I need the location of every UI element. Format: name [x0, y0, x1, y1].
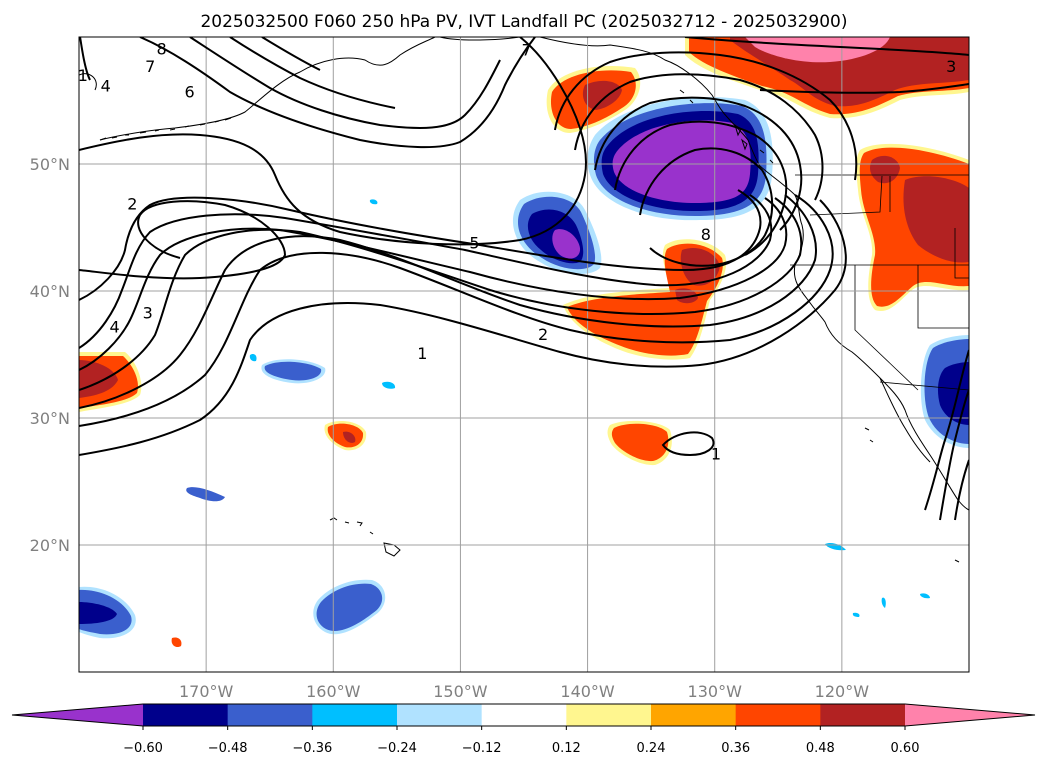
lon-tick-label: 170°W — [179, 682, 234, 701]
contour-2 — [79, 194, 834, 427]
contour-11 — [189, 37, 501, 129]
contour-9 — [79, 37, 587, 246]
hawaii — [329, 517, 401, 557]
contour-19 — [684, 37, 969, 56]
pv-anomaly-small-red-sw — [171, 637, 182, 648]
contour-label: 4 — [110, 318, 120, 337]
colorbar-tick-label: 0.48 — [806, 741, 835, 756]
colorbar-swatch — [397, 704, 483, 726]
contour-8 — [79, 200, 287, 280]
contour-label: 1 — [711, 445, 721, 464]
lat-tick-label: 30°N — [30, 409, 70, 428]
colorbar-tick-label: −0.12 — [462, 741, 502, 756]
contour-22 — [924, 349, 969, 511]
contour-16 — [594, 96, 803, 231]
contour-label: 6 — [185, 83, 195, 102]
lat-tick-label: 20°N — [30, 536, 70, 555]
lat-tick-label: 40°N — [30, 282, 70, 301]
contour-20 — [759, 83, 969, 94]
map-frame — [78, 36, 970, 673]
contour-label: 3 — [143, 304, 153, 323]
contour-6 — [79, 194, 773, 349]
lon-tick-label: 160°W — [306, 682, 361, 701]
contour-label: 8 — [157, 39, 167, 58]
colorbar-swatch — [566, 704, 652, 726]
colorbar-swatch — [143, 704, 229, 726]
contour-25 — [79, 37, 91, 81]
colorbar-swatch — [227, 704, 313, 726]
gridlines — [79, 37, 969, 672]
map-title: 2025032500 F060 250 hPa PV, IVT Landfall… — [200, 12, 847, 32]
coastlines — [79, 37, 969, 563]
contour-4 — [79, 197, 803, 391]
colorbar-tick-label: 0.36 — [721, 741, 750, 756]
contour-7 — [79, 189, 762, 301]
state-borders — [790, 175, 969, 391]
aleutian-islands — [99, 117, 232, 141]
contour-23 — [939, 389, 969, 521]
contour-label: 2 — [127, 194, 137, 213]
colorbar-swatch — [312, 704, 398, 726]
colorbar-swatch — [820, 704, 906, 726]
contour-label: 7 — [145, 57, 155, 76]
contour-24 — [954, 459, 969, 521]
mexico-islands — [864, 427, 960, 563]
contour-18 — [639, 147, 774, 267]
lon-tick-label: 130°W — [688, 682, 743, 701]
lon-tick-label: 150°W — [433, 682, 488, 701]
colorbar-tick-label: −0.48 — [208, 741, 248, 756]
contour-label: 3 — [946, 57, 956, 76]
bc-islands — [679, 89, 774, 164]
contour-label: 8 — [701, 225, 711, 244]
contour-label: 4 — [101, 76, 111, 95]
north-america-west-coast — [759, 165, 969, 511]
contour-1 — [79, 199, 847, 456]
contour-label: 2 — [50, 74, 60, 93]
contour-13 — [261, 37, 321, 71]
us-mexico-border — [879, 381, 969, 391]
borders — [790, 174, 969, 391]
contour-label-gap — [48, 74, 62, 92]
colorbar-extend-high — [905, 704, 1035, 726]
contour-10 — [139, 37, 536, 149]
map-background — [79, 37, 969, 672]
colorbar-tick-label: 0.60 — [891, 741, 920, 756]
colorbar-extend-low — [12, 704, 143, 726]
alaska-coastline — [79, 37, 761, 167]
lat-tick-label: 50°N — [30, 155, 70, 174]
contour-12 — [229, 37, 396, 109]
colorbar-swatch — [735, 704, 821, 726]
contour-label: 1 — [417, 344, 427, 363]
latitude-labels: 50°N 40°N 30°N 20°N — [30, 155, 70, 555]
longitude-labels: 170°W 160°W 150°W 140°W 130°W 120°W — [179, 682, 869, 701]
contour-label: 2 — [538, 325, 548, 344]
contour-21 — [661, 431, 715, 457]
colorbar-tick-label: −0.60 — [123, 741, 163, 756]
contour-14 — [554, 51, 858, 181]
colorbar: −0.60 −0.48 −0.36 −0.24 −0.12 0.12 0.24 0.36 0.4… — [11, 703, 1036, 756]
baja-california — [879, 377, 931, 463]
colorbar-tick-label: −0.24 — [377, 741, 417, 756]
contour-5 — [79, 197, 788, 371]
pv-contours — [79, 37, 969, 521]
colorbar-tick-label: 0.24 — [637, 741, 666, 756]
contour-label: 1 — [78, 66, 88, 85]
colorbar-tick-label: −0.36 — [292, 741, 332, 756]
colorbar-tick-label: 0.12 — [552, 741, 581, 756]
colorbar-swatch — [481, 704, 567, 726]
contour-15 — [574, 73, 824, 201]
lon-tick-label: 140°W — [560, 682, 615, 701]
contour-17 — [614, 120, 788, 256]
lon-tick-label: 120°W — [815, 682, 870, 701]
colorbar-swatch — [651, 704, 737, 726]
contour-label: 5 — [469, 234, 479, 253]
contour-3 — [79, 194, 817, 409]
contour-label: 7 — [521, 41, 531, 60]
